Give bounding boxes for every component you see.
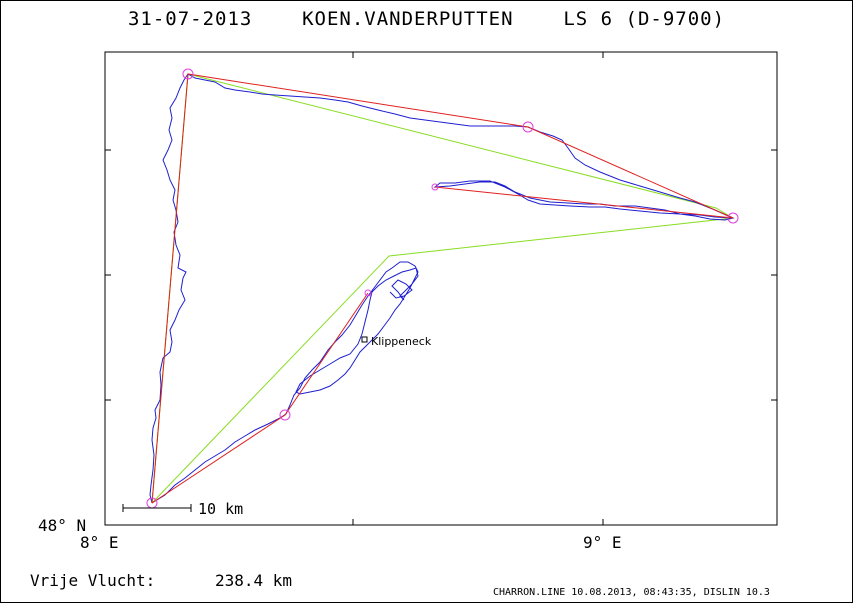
- footer-info: CHARRON.LINE 10.08.2013, 08:43:35, DISLI…: [493, 587, 770, 598]
- lon-label-8e: 8° E: [80, 533, 119, 552]
- turnpoint-2: [522, 121, 534, 133]
- scale-bar-label: 10 km: [198, 500, 244, 518]
- turnpoint-1: [182, 68, 194, 80]
- place-label-klippeneck: Klippeneck: [371, 335, 432, 348]
- turnpoint-3: [727, 212, 739, 224]
- axis-ticks: [105, 52, 777, 525]
- turnpoint-4: [431, 183, 439, 191]
- scale-bar: [122, 504, 192, 512]
- flight-title: 31-07-2013 KOEN.VANDERPUTTEN LS 6 (D-970…: [127, 8, 726, 30]
- map-border: [104, 51, 778, 526]
- gps-track: [149, 73, 735, 504]
- free-flight-legs: [151, 73, 734, 504]
- klippeneck-marker: [361, 336, 368, 343]
- turnpoints: [146, 68, 739, 509]
- free-flight-label: Vrije Vlucht:: [30, 571, 156, 590]
- triangle-route: [151, 73, 735, 504]
- lat-label: 48° N: [38, 516, 87, 535]
- turnpoint-6: [364, 289, 372, 297]
- turnpoint-5: [279, 409, 291, 421]
- free-flight-distance: 238.4 km: [215, 571, 293, 590]
- lon-label-9e: 9° E: [583, 533, 622, 552]
